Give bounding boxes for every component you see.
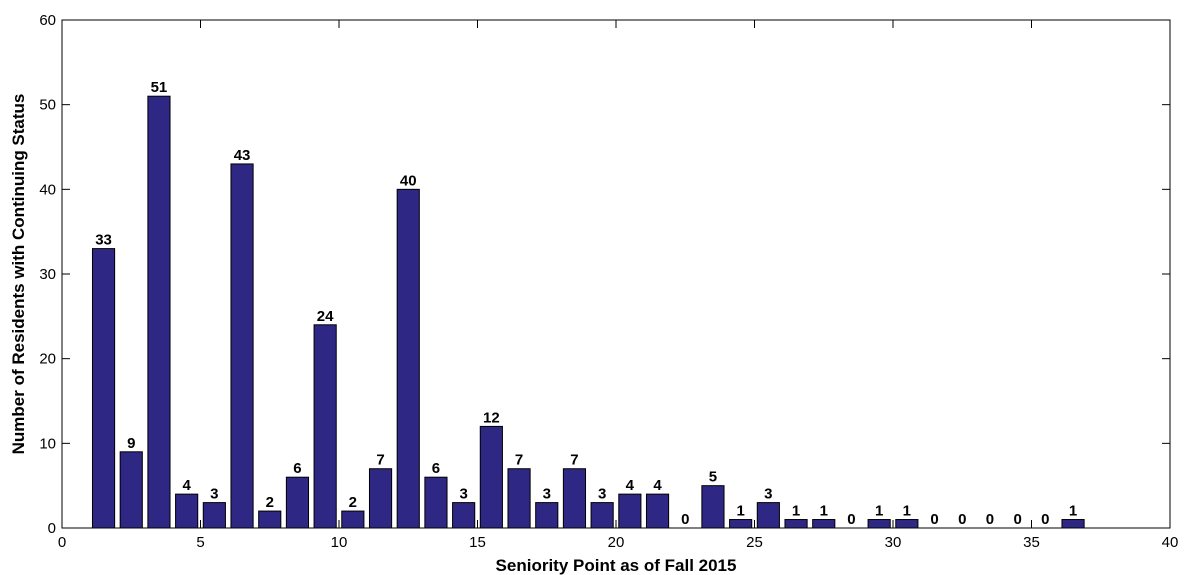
bar <box>285 476 310 529</box>
bar <box>1061 519 1085 529</box>
bar <box>341 510 365 529</box>
bar-value-label: 0 <box>986 511 994 528</box>
x-tick-label: 40 <box>1162 534 1179 551</box>
y-tick-label: 10 <box>39 435 56 452</box>
bar-value-label: 6 <box>293 460 301 477</box>
bar-value-label: 40 <box>400 172 417 189</box>
bar-value-label: 2 <box>349 494 357 511</box>
bar-value-label: 3 <box>459 486 467 503</box>
x-tick-label: 35 <box>1023 534 1040 551</box>
bar-value-label: 6 <box>432 460 440 477</box>
bar-value-label: 3 <box>764 486 772 503</box>
bar-value-label: 0 <box>1041 511 1049 528</box>
bar-value-label: 7 <box>376 452 384 469</box>
bar-value-label: 7 <box>570 452 578 469</box>
bar-value-label: 1 <box>1069 503 1077 520</box>
bar-value-label: 1 <box>792 503 800 520</box>
bar-value-label: 1 <box>736 503 744 520</box>
bar <box>258 510 282 529</box>
bar-value-label: 51 <box>151 79 168 96</box>
bar-value-label: 3 <box>598 486 606 503</box>
bar <box>812 519 836 529</box>
bar <box>535 502 559 529</box>
bar-value-label: 1 <box>875 503 883 520</box>
bar <box>230 163 254 529</box>
bar <box>175 493 199 529</box>
bar <box>590 502 614 529</box>
bar-value-label: 2 <box>266 494 274 511</box>
y-axis-label: Number of Residents with Continuing Stat… <box>9 94 28 455</box>
bar <box>119 451 143 529</box>
y-tick-label: 30 <box>39 266 56 283</box>
bar <box>452 502 476 529</box>
bar-value-label: 1 <box>903 503 911 520</box>
bar-value-label: 4 <box>182 477 191 494</box>
x-tick-label: 20 <box>608 534 625 551</box>
bar-value-label: 3 <box>543 486 551 503</box>
bar-value-label: 0 <box>681 511 689 528</box>
y-tick-label: 20 <box>39 351 56 368</box>
x-tick-label: 10 <box>331 534 348 551</box>
bar-value-label: 1 <box>820 503 828 520</box>
bar <box>618 493 642 529</box>
y-tick-label: 0 <box>48 520 56 537</box>
bar <box>562 468 587 529</box>
x-tick-label: 30 <box>885 534 902 551</box>
bar <box>729 519 753 529</box>
x-tick-label: 5 <box>196 534 204 551</box>
bar-value-label: 7 <box>515 452 523 469</box>
bar-value-label: 43 <box>234 147 251 164</box>
bar-value-label: 0 <box>958 511 966 528</box>
bar <box>756 502 780 529</box>
bar <box>368 468 393 529</box>
bar <box>701 485 725 529</box>
bar-value-label: 0 <box>930 511 938 528</box>
bar <box>147 95 171 529</box>
bar-value-label: 0 <box>1013 511 1021 528</box>
bar-value-label: 12 <box>483 409 500 426</box>
bar-value-label: 24 <box>317 308 334 325</box>
plot-frame <box>61 19 1171 529</box>
bar <box>424 476 448 529</box>
x-axis-label: Seniority Point as of Fall 2015 <box>496 556 737 575</box>
bar <box>867 519 891 529</box>
bar <box>479 425 503 529</box>
bar <box>507 468 531 529</box>
bar <box>645 493 670 529</box>
bar-value-label: 0 <box>847 511 855 528</box>
bar <box>313 324 337 529</box>
bar <box>396 188 420 529</box>
x-tick-label: 0 <box>58 534 66 551</box>
bar <box>91 248 116 529</box>
bar-value-label: 3 <box>210 486 218 503</box>
bar <box>784 519 808 529</box>
y-tick-label: 50 <box>39 97 56 114</box>
y-tick-label: 60 <box>39 12 56 29</box>
x-tick-label: 25 <box>746 534 763 551</box>
bar <box>202 502 226 529</box>
bar-value-label: 4 <box>626 477 635 494</box>
bar <box>895 519 919 529</box>
bars-layer <box>91 95 1085 529</box>
bar-value-label: 9 <box>127 435 135 452</box>
y-tick-label: 40 <box>39 181 56 198</box>
bar-value-label: 4 <box>653 477 662 494</box>
bar-value-label: 5 <box>709 469 717 486</box>
bar-value-label: 33 <box>95 232 112 249</box>
x-tick-label: 15 <box>469 534 486 551</box>
